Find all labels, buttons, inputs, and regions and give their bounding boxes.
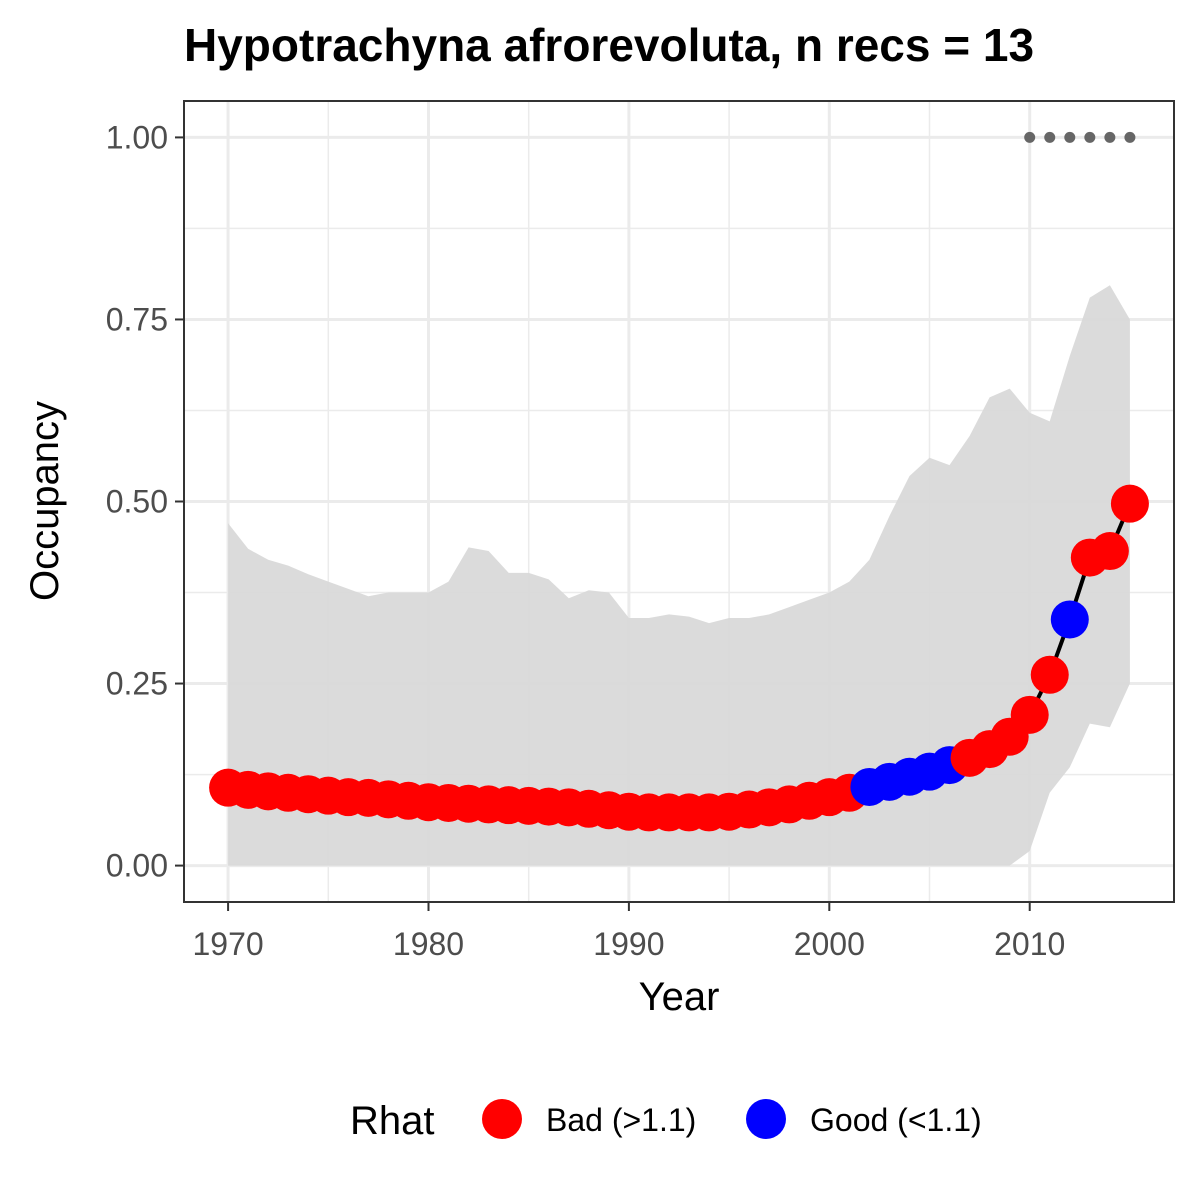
y-tick-label: 0.25	[106, 666, 168, 702]
occupancy-point	[1030, 655, 1069, 694]
x-tick-label: 2000	[794, 926, 865, 962]
chart-title: Hypotrachyna afrorevoluta, n recs = 13	[184, 19, 1035, 71]
legend-label-bad: Bad (>1.1)	[546, 1102, 696, 1138]
x-tick-label: 1970	[192, 926, 263, 962]
record-markers	[1024, 131, 1136, 143]
credible-interval-band	[228, 285, 1130, 866]
legend-key-bad	[482, 1099, 522, 1139]
record-dot	[1124, 131, 1136, 143]
legend: Rhat Bad (>1.1) Good (<1.1)	[350, 1099, 982, 1143]
occupancy-point	[1010, 695, 1049, 734]
y-tick-label: 1.00	[106, 119, 168, 155]
occupancy-point	[1050, 600, 1089, 639]
y-axis-label: Occupancy	[23, 401, 67, 601]
x-tick-label: 1990	[593, 926, 664, 962]
record-dot	[1104, 131, 1116, 143]
occupancy-point	[1110, 484, 1149, 523]
x-tick-label: 2010	[994, 926, 1065, 962]
occupancy-point	[1090, 532, 1129, 571]
credible-interval-ribbon	[228, 285, 1130, 866]
y-tick-label: 0.75	[106, 301, 168, 337]
legend-title: Rhat	[350, 1099, 435, 1143]
legend-label-good: Good (<1.1)	[810, 1102, 982, 1138]
record-dot	[1024, 131, 1036, 143]
x-axis-label: Year	[639, 975, 720, 1019]
record-dot	[1044, 131, 1056, 143]
occupancy-points	[209, 484, 1149, 832]
record-dot	[1064, 131, 1076, 143]
axes: 1970 1980 1990 2000 2010 0.00 0.25 0.50 0.75 1.00	[106, 119, 1066, 962]
x-tick-label: 1980	[393, 926, 464, 962]
y-tick-label: 0.00	[106, 848, 168, 884]
record-dot	[1084, 131, 1096, 143]
legend-key-good	[746, 1099, 786, 1139]
y-tick-label: 0.50	[106, 484, 168, 520]
